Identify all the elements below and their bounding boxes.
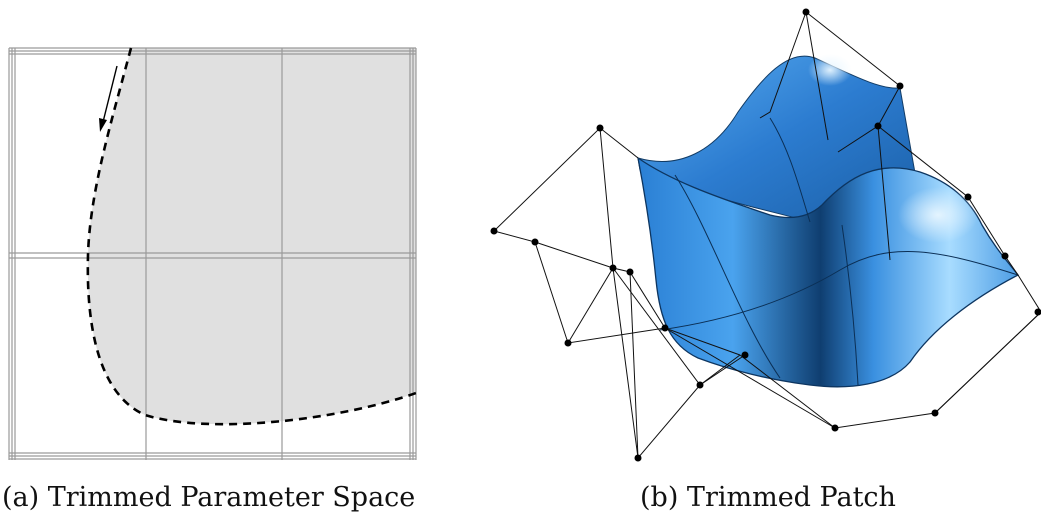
highlight-front <box>898 187 978 243</box>
caption-trimmed-patch: (b) Trimmed Patch <box>640 482 896 513</box>
caption-parameter-space: (a) Trimmed Parameter Space <box>2 482 416 513</box>
trimmed-patch-panel: (b) Trimmed Patch <box>470 0 1041 523</box>
surface-back <box>637 55 919 223</box>
control-points <box>490 8 1041 462</box>
arrow-down-left-icon <box>99 65 118 132</box>
trimming-curve <box>86 47 417 426</box>
trimmed-region <box>87 48 416 425</box>
parameter-space-diagram <box>8 47 417 460</box>
trimmed-patch-diagram <box>490 8 1041 462</box>
surface-isolines <box>659 117 1019 386</box>
parameter-space-panel: (a) Trimmed Parameter Space <box>0 0 430 523</box>
knot-grid <box>8 47 417 460</box>
highlight-back <box>808 54 852 86</box>
